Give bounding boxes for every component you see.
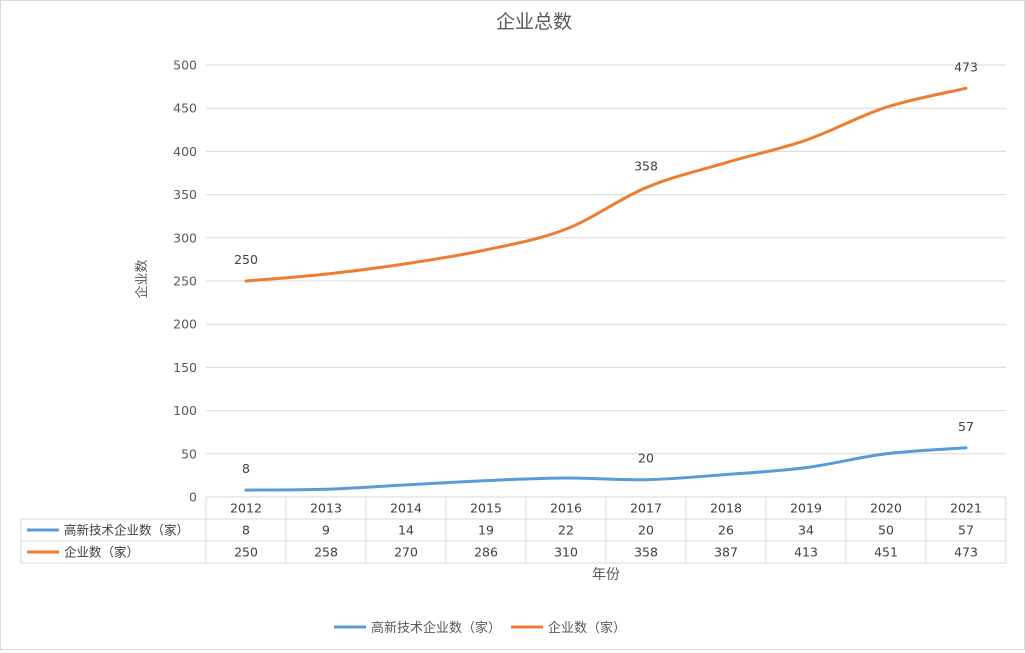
table-cell: 451	[874, 545, 898, 560]
table-cell: 310	[554, 545, 578, 560]
table-cell: 50	[878, 523, 894, 538]
x-tick-label: 2014	[390, 501, 422, 516]
data-label: 57	[958, 419, 974, 434]
y-tick-label: 150	[173, 360, 197, 375]
series-lines	[244, 86, 968, 492]
table-cell: 358	[634, 545, 658, 560]
y-axis-label: 企业数	[134, 259, 150, 298]
y-tick-label: 200	[173, 317, 197, 332]
gridlines	[206, 64, 1006, 455]
y-tick-label: 50	[181, 446, 197, 461]
table-cell: 26	[718, 523, 734, 538]
x-tick-label: 2017	[630, 501, 662, 516]
x-tick-label: 2021	[950, 501, 982, 516]
y-tick-label: 350	[173, 187, 197, 202]
y-tick-labels: 0 50 100 150 200 250 300 350 400 450 500	[173, 58, 197, 505]
table-cell: 258	[314, 545, 338, 560]
data-table: 2012 2013 2014 2015 2016 2017 2018 2019 2020 2021…	[20, 496, 1007, 564]
y-tick-label: 250	[173, 274, 197, 289]
data-labels: 8 20 57 250 358 473	[234, 59, 978, 476]
table-cell: 20	[638, 523, 654, 538]
legend-label: 高新技术企业数（家）	[371, 620, 501, 636]
table-cell: 270	[394, 545, 418, 560]
data-label: 473	[954, 59, 978, 74]
y-tick-label: 500	[173, 58, 197, 73]
x-tick-label: 2020	[870, 501, 902, 516]
x-tick-label: 2015	[470, 501, 502, 516]
y-tick-label: 450	[173, 101, 197, 116]
table-cell: 34	[798, 523, 814, 538]
table-cell: 413	[794, 545, 818, 560]
x-tick-label: 2016	[550, 501, 582, 516]
y-tick-label: 300	[173, 230, 197, 245]
legend-label: 企业数（家）	[548, 620, 626, 636]
x-axis-label: 年份	[592, 567, 620, 583]
chart-title: 企业总数	[496, 11, 572, 33]
table-cell: 14	[398, 523, 414, 538]
x-tick-label: 2012	[230, 501, 262, 516]
series-line	[244, 86, 968, 283]
table-cell: 286	[474, 545, 498, 560]
table-cell: 387	[714, 545, 738, 560]
table-series-name: 企业数（家）	[64, 545, 139, 560]
data-label: 20	[638, 451, 654, 466]
y-tick-label: 0	[189, 490, 197, 505]
table-cell: 8	[242, 523, 250, 538]
table-cell: 473	[954, 545, 978, 560]
y-tick-label: 100	[173, 403, 197, 418]
table-cell: 19	[478, 523, 494, 538]
data-label: 358	[634, 159, 658, 174]
y-tick-label: 400	[173, 144, 197, 159]
series-line	[244, 446, 968, 492]
x-tick-label: 2019	[790, 501, 822, 516]
data-label: 250	[234, 252, 258, 267]
data-label: 8	[242, 461, 250, 476]
table-series-name: 高新技术企业数（家）	[64, 523, 189, 538]
table-cell: 57	[958, 523, 974, 538]
x-tick-label: 2018	[710, 501, 742, 516]
table-cell: 9	[322, 523, 330, 538]
table-cell: 250	[234, 545, 258, 560]
legend: 高新技术企业数（家） 企业数（家）	[334, 620, 626, 636]
x-tick-label: 2013	[310, 501, 342, 516]
table-cell: 22	[558, 523, 574, 538]
